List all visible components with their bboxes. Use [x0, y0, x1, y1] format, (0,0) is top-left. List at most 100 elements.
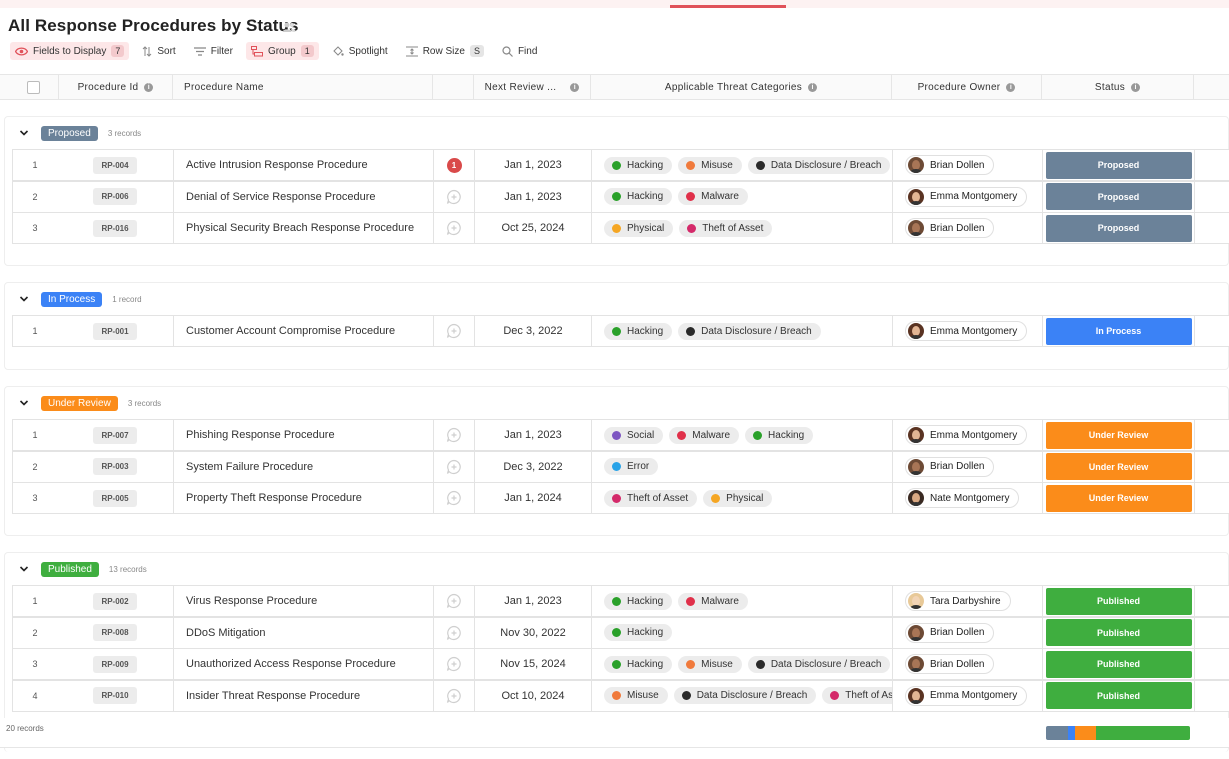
- procedure-id-cell[interactable]: RP-016: [57, 213, 174, 243]
- procedure-name-cell[interactable]: System Failure Procedure: [174, 451, 434, 482]
- find-button[interactable]: Find: [497, 42, 542, 60]
- status-distribution-bar[interactable]: [1046, 726, 1190, 740]
- comments-cell[interactable]: [434, 586, 475, 616]
- group-header[interactable]: Under Review 3 records: [19, 395, 161, 411]
- procedure-name-cell[interactable]: Property Theft Response Procedure: [174, 483, 434, 513]
- threat-categories-cell[interactable]: Hacking Malware: [592, 586, 893, 616]
- status-button[interactable]: Proposed: [1045, 214, 1192, 242]
- owner-pill[interactable]: Tara Darbyshire: [905, 591, 1011, 611]
- add-comment-icon[interactable]: [446, 490, 462, 506]
- procedure-name-cell[interactable]: Virus Response Procedure: [174, 586, 434, 616]
- chevron-down-icon[interactable]: [19, 128, 29, 138]
- table-row[interactable]: 2 RP-006 Denial of Service Response Proced…: [12, 180, 1229, 213]
- status-button[interactable]: Proposed: [1045, 183, 1192, 210]
- status-button[interactable]: Published: [1045, 650, 1192, 678]
- procedure-owner-cell[interactable]: Brian Dollen: [893, 617, 1043, 648]
- table-row[interactable]: 1 RP-004 Active Intrusion Response Procedu…: [12, 149, 1229, 181]
- owner-pill[interactable]: Nate Montgomery: [905, 488, 1020, 508]
- owner-pill[interactable]: Emma Montgomery: [905, 425, 1028, 445]
- procedure-name-cell[interactable]: Customer Account Compromise Procedure: [174, 316, 434, 346]
- comments-cell[interactable]: [434, 680, 475, 711]
- comment-count-badge[interactable]: 1: [446, 157, 462, 173]
- status-button[interactable]: Published: [1045, 619, 1192, 646]
- info-icon[interactable]: i: [144, 82, 154, 92]
- group-button[interactable]: Group 1: [245, 42, 319, 60]
- procedure-owner-cell[interactable]: Emma Montgomery: [893, 316, 1043, 346]
- group-header[interactable]: Proposed 3 records: [19, 125, 141, 141]
- add-comment-icon[interactable]: [446, 459, 462, 475]
- threat-categories-cell[interactable]: Hacking Misuse Data Disclosure / Breach: [592, 150, 893, 180]
- info-icon[interactable]: i: [570, 82, 580, 92]
- procedure-name-cell[interactable]: Phishing Response Procedure: [174, 420, 434, 450]
- procedure-name-cell[interactable]: Active Intrusion Response Procedure: [174, 150, 434, 180]
- procedure-id-cell[interactable]: RP-006: [57, 181, 174, 212]
- table-row[interactable]: 3 RP-009 Unauthorized Access Response Proc…: [12, 648, 1229, 680]
- procedure-owner-cell[interactable]: Emma Montgomery: [893, 420, 1043, 450]
- select-all-checkbox[interactable]: [27, 81, 40, 94]
- info-icon[interactable]: i: [808, 82, 818, 92]
- comments-cell[interactable]: [434, 181, 475, 212]
- status-button[interactable]: Under Review: [1045, 484, 1192, 512]
- threat-categories-cell[interactable]: Theft of Asset Physical: [592, 483, 893, 513]
- procedure-owner-cell[interactable]: Brian Dollen: [893, 451, 1043, 482]
- row-size-button[interactable]: Row Size S: [401, 42, 489, 60]
- table-row[interactable]: 1 RP-002 Virus Response Procedure Jan 1, 20…: [12, 585, 1229, 617]
- next-review-date-cell[interactable]: Dec 3, 2022: [475, 316, 592, 346]
- group-header[interactable]: Published 13 records: [19, 561, 147, 577]
- comments-cell[interactable]: [434, 451, 475, 482]
- status-cell[interactable]: Proposed: [1043, 150, 1195, 180]
- threat-categories-cell[interactable]: Physical Theft of Asset: [592, 213, 893, 243]
- procedure-name-cell[interactable]: Physical Security Breach Response Proced…: [174, 213, 434, 243]
- procedure-owner-cell[interactable]: Brian Dollen: [893, 649, 1043, 679]
- info-icon[interactable]: i: [1006, 82, 1016, 92]
- procedure-id-cell[interactable]: RP-010: [57, 680, 174, 711]
- procedure-name-cell[interactable]: Insider Threat Response Procedure: [174, 680, 434, 711]
- next-review-date-cell[interactable]: Jan 1, 2023: [475, 181, 592, 212]
- status-cell[interactable]: Under Review: [1043, 483, 1195, 513]
- threat-categories-cell[interactable]: Hacking Malware: [592, 181, 893, 212]
- chevron-down-icon[interactable]: [19, 564, 29, 574]
- procedure-owner-cell[interactable]: Brian Dollen: [893, 150, 1043, 180]
- status-cell[interactable]: Proposed: [1043, 213, 1195, 243]
- comments-cell[interactable]: [434, 483, 475, 513]
- procedure-id-cell[interactable]: RP-008: [57, 617, 174, 648]
- owner-pill[interactable]: Emma Montgomery: [905, 321, 1028, 341]
- col-header-owner[interactable]: Procedure Owner i: [892, 75, 1042, 99]
- threat-categories-cell[interactable]: Error: [592, 451, 893, 482]
- owner-pill[interactable]: Brian Dollen: [905, 218, 995, 238]
- chevron-down-icon[interactable]: [19, 294, 29, 304]
- col-header-name[interactable]: Procedure Name: [173, 75, 433, 99]
- status-button[interactable]: Under Review: [1045, 421, 1192, 449]
- threat-categories-cell[interactable]: Social Malware Hacking: [592, 420, 893, 450]
- owner-pill[interactable]: Brian Dollen: [905, 155, 995, 175]
- owner-pill[interactable]: Emma Montgomery: [905, 186, 1028, 207]
- procedure-name-cell[interactable]: DDoS Mitigation: [174, 617, 434, 648]
- users-icon[interactable]: [282, 21, 296, 33]
- status-bar-segment-proposed[interactable]: [1046, 726, 1068, 740]
- procedure-owner-cell[interactable]: Tara Darbyshire: [893, 586, 1043, 616]
- procedure-name-cell[interactable]: Unauthorized Access Response Procedure: [174, 649, 434, 679]
- comments-cell[interactable]: [434, 316, 475, 346]
- next-review-date-cell[interactable]: Nov 30, 2022: [475, 617, 592, 648]
- next-review-date-cell[interactable]: Jan 1, 2024: [475, 483, 592, 513]
- status-cell[interactable]: Proposed: [1043, 181, 1195, 212]
- add-comment-icon[interactable]: [446, 323, 462, 339]
- comments-cell[interactable]: [434, 213, 475, 243]
- filter-button[interactable]: Filter: [189, 42, 238, 60]
- threat-categories-cell[interactable]: Hacking Misuse Data Disclosure / Breach: [592, 649, 893, 679]
- status-button[interactable]: Proposed: [1045, 151, 1192, 179]
- procedure-owner-cell[interactable]: Emma Montgomery: [893, 680, 1043, 711]
- procedure-name-cell[interactable]: Denial of Service Response Procedure: [174, 181, 434, 212]
- status-button[interactable]: Published: [1045, 682, 1192, 709]
- status-button[interactable]: Under Review: [1045, 453, 1192, 480]
- status-cell[interactable]: Under Review: [1043, 451, 1195, 482]
- table-row[interactable]: 1 RP-001 Customer Account Compromise Proce…: [12, 315, 1229, 347]
- sort-button[interactable]: Sort: [137, 42, 180, 60]
- status-cell[interactable]: Published: [1043, 586, 1195, 616]
- add-comment-icon[interactable]: [446, 625, 462, 641]
- add-comment-icon[interactable]: [446, 220, 462, 236]
- status-bar-segment-in-process[interactable]: [1067, 726, 1075, 740]
- group-header[interactable]: In Process 1 record: [19, 291, 142, 307]
- procedure-id-cell[interactable]: RP-009: [57, 649, 174, 679]
- comments-cell[interactable]: [434, 617, 475, 648]
